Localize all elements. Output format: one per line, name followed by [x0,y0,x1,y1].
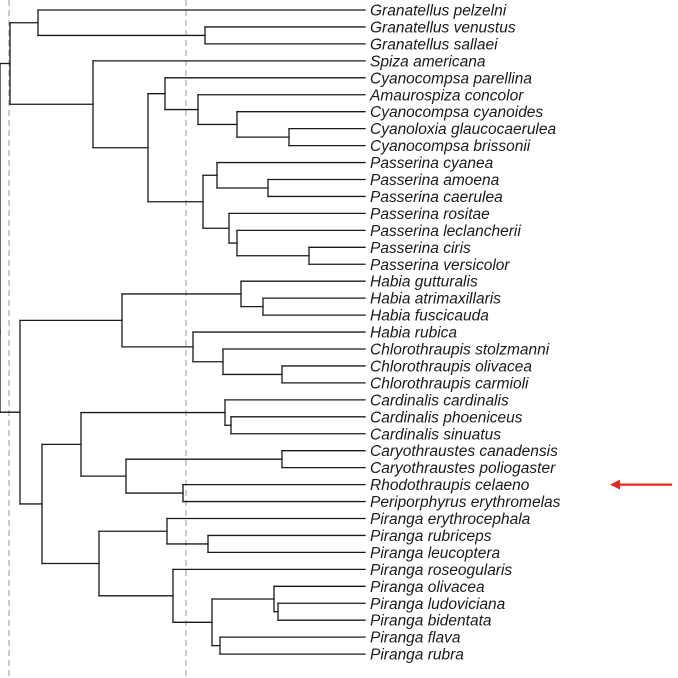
taxon-label: Caryothraustes poliogaster [370,460,556,477]
taxon-label: Cyanocompsa brissonii [370,138,531,155]
taxon-label: Chlorothraupis stolzmanni [370,342,550,359]
taxon-label: Chlorothraupis olivacea [370,358,532,375]
taxon-label: Chlorothraupis carmioli [370,375,529,392]
taxon-label: Habia gutturalis [370,274,478,291]
taxon-label: Amaurospiza concolor [369,87,524,104]
taxon-label: Passerina versicolor [370,257,510,274]
taxon-label: Habia fuscicauda [370,308,489,325]
taxon-label: Granatellus sallaei [370,36,498,53]
taxon-label: Passerina ciris [370,240,471,257]
taxon-label: Piranga olivacea [370,579,485,596]
taxon-label: Spiza americana [370,53,486,70]
taxon-label: Passerina leclancherii [370,223,521,240]
taxon-label: Cyanocompsa cyanoides [370,104,543,121]
taxon-label: Passerina amoena [370,172,500,189]
taxon-label: Caryothraustes canadensis [370,443,558,460]
taxon-label: Piranga rubra [370,647,464,664]
taxon-label: Cardinalis sinuatus [370,426,501,443]
taxon-label: Piranga bidentata [370,613,492,630]
taxon-label: Piranga leucoptera [370,545,500,562]
taxon-label: Granatellus pelzelni [370,3,507,20]
taxon-label: Piranga rubriceps [370,528,492,545]
taxon-label: Passerina rositae [370,206,490,223]
taxon-label: Granatellus venustus [370,19,516,36]
taxon-label: Passerina cyanea [370,155,494,172]
taxon-label: Habia atrimaxillaris [370,291,501,308]
taxon-label: Cardinalis cardinalis [370,392,509,409]
taxon-label: Habia rubica [370,325,457,342]
taxon-label: Cardinalis phoeniceus [370,409,523,426]
reference-lines [8,0,187,678]
taxon-label: Piranga roseogularis [370,562,512,579]
taxon-label: Periporphyrus erythromelas [370,494,561,511]
taxon-label: Piranga erythrocephala [370,511,531,528]
taxon-label: Piranga ludoviciana [370,596,506,613]
taxon-label: Piranga flava [370,630,461,647]
taxon-label: Cyanoloxia glaucocaerulea [370,121,557,138]
taxon-label: Cyanocompsa parellina [370,70,532,87]
tree-branches [0,9,366,655]
taxon-label: Rhodothraupis celaeno [370,477,530,494]
taxon-label: Passerina caerulea [370,189,503,206]
